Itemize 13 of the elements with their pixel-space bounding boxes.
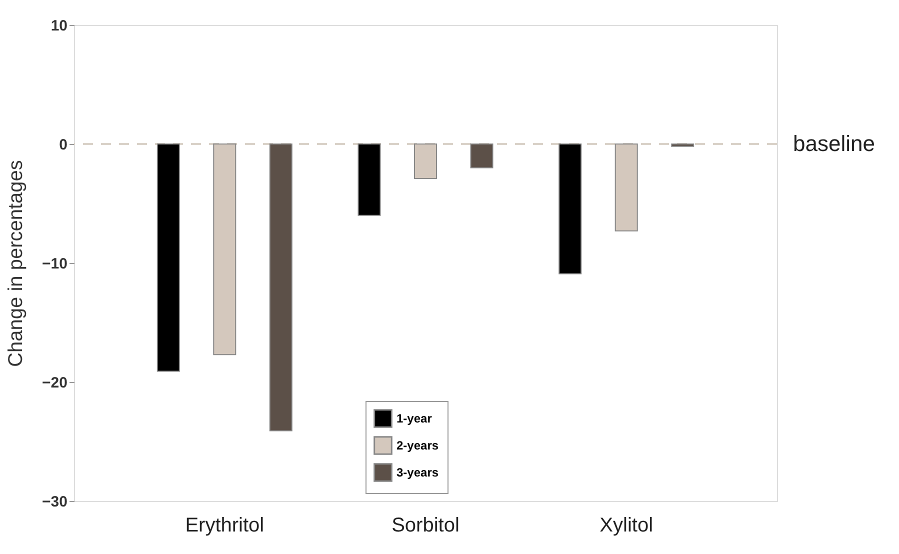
y-tick-label: 10 bbox=[50, 18, 68, 34]
y-tick-label: −10 bbox=[42, 256, 68, 272]
legend-label: 1-year bbox=[396, 412, 432, 426]
x-tick-label: Xylitol bbox=[600, 514, 654, 536]
x-tick-label: Sorbitol bbox=[392, 514, 460, 536]
x-tick-label: Erythritol bbox=[185, 514, 264, 536]
legend-label: 3-years bbox=[396, 466, 439, 480]
y-tick-label: −20 bbox=[42, 374, 68, 392]
legend-label: 2-years bbox=[396, 438, 439, 452]
y-tick-label: 0 bbox=[59, 136, 68, 154]
y-tick-label: −30 bbox=[42, 494, 68, 510]
ref-line-label: baseline bbox=[793, 131, 875, 156]
y-axis-title: Change in percentages bbox=[5, 160, 28, 367]
